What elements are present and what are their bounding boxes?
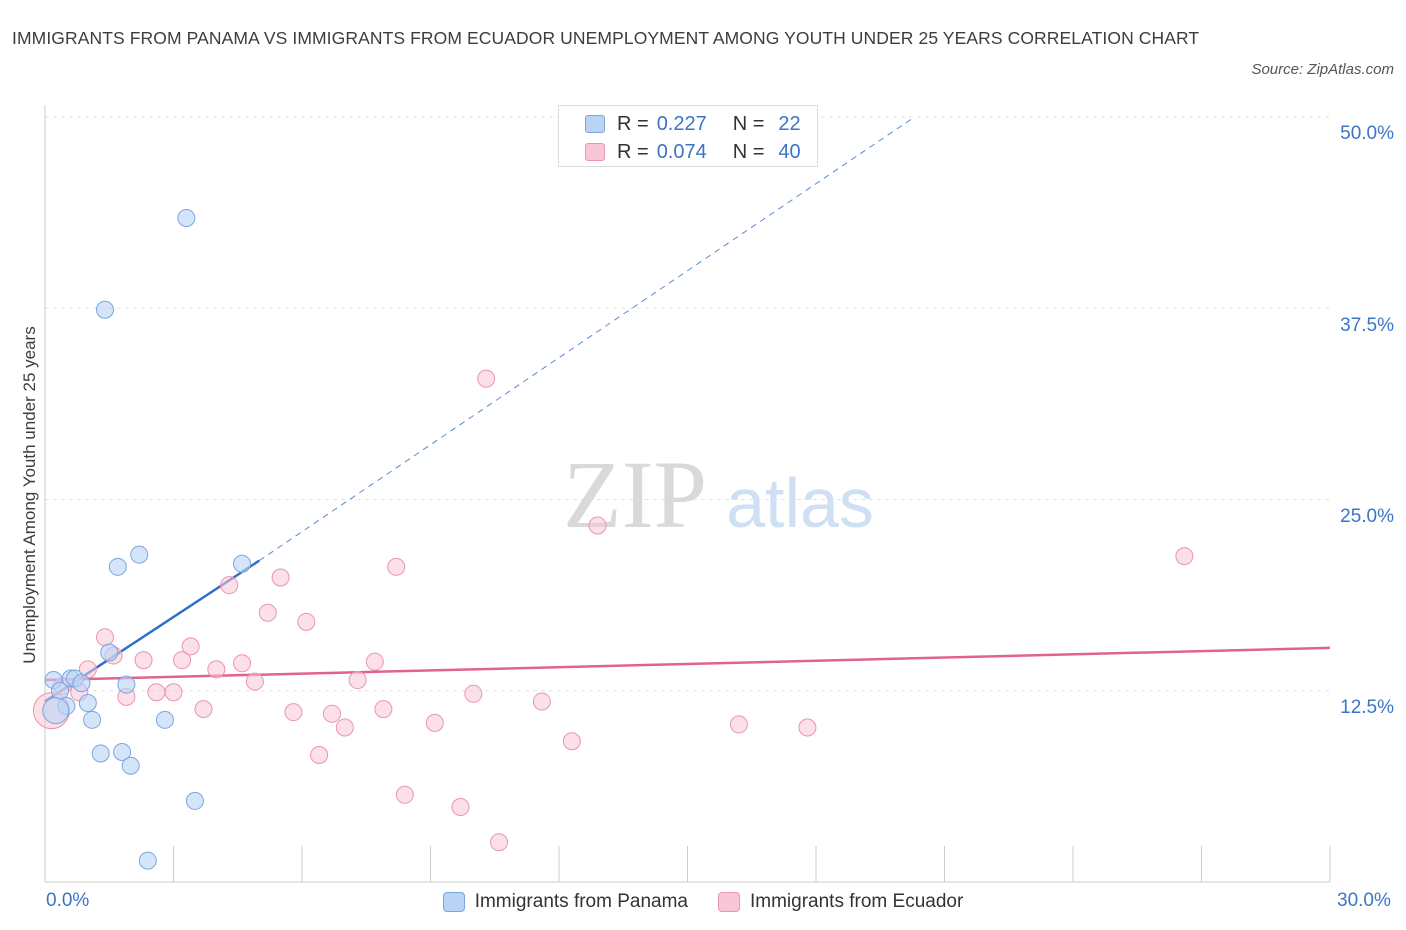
x-tick-min: 0.0% <box>46 890 90 911</box>
ecuador-point-16 <box>258 603 277 622</box>
chart-title: IMMIGRANTS FROM PANAMA VS IMMIGRANTS FRO… <box>12 28 1200 48</box>
panama-point-17 <box>177 208 196 227</box>
panama-point-7 <box>83 710 102 729</box>
panama-legend-swatch <box>442 892 465 912</box>
points-panama <box>42 208 252 870</box>
ecuador-point-19 <box>297 612 316 631</box>
legend-n-label: N = <box>732 112 765 135</box>
ecuador-point-21 <box>322 704 341 723</box>
legend-label-panama: Immigrants from Panama <box>474 891 688 912</box>
panama-point-13 <box>121 756 140 775</box>
ecuador-point-18 <box>284 703 303 722</box>
legend-r-value: 0.074 <box>656 140 707 163</box>
x-tick-max: 30.0% <box>1337 890 1391 911</box>
ecuador-point-12 <box>207 660 226 679</box>
ecuador-point-6 <box>134 651 153 670</box>
ecuador-point-27 <box>395 785 414 804</box>
panama-point-6 <box>78 693 97 712</box>
watermark-zip: ZIP <box>563 441 707 548</box>
panama-point-18 <box>185 791 204 810</box>
ecuador-point-24 <box>365 652 384 671</box>
panama-point-9 <box>100 643 119 662</box>
panama-swatch <box>585 115 605 133</box>
ecuador-point-8 <box>164 683 183 702</box>
ecuador-point-10 <box>181 637 200 656</box>
legend-row-ecuador: R = 0.074 N = 40 <box>585 140 801 164</box>
panama-point-12 <box>117 675 136 694</box>
ecuador-point-3 <box>95 628 114 647</box>
panama-point-5 <box>72 674 91 693</box>
legend-r-label: R = <box>617 112 649 135</box>
stats-legend: R = 0.227 N = 22 R = 0.074 N = 40 <box>558 105 818 167</box>
y-tick-25: 25.0% <box>1340 506 1394 527</box>
ecuador-point-32 <box>490 833 509 852</box>
gridlines <box>45 116 1330 692</box>
legend-item-panama[interactable]: Immigrants from Panama <box>442 891 688 913</box>
ecuador-point-26 <box>387 557 406 576</box>
ecuador-point-15 <box>245 672 264 691</box>
ecuador-point-38 <box>1175 547 1194 566</box>
ecuador-point-29 <box>451 798 470 817</box>
y-axis-label: Unemployment Among Youth under 25 years <box>20 326 39 664</box>
legend-n-value: 22 <box>778 112 801 135</box>
ecuador-point-25 <box>374 700 393 719</box>
ecuador-point-34 <box>562 732 581 751</box>
ecuador-point-14 <box>233 654 252 673</box>
ecuador-point-9 <box>173 651 192 670</box>
panama-point-21 <box>42 697 70 725</box>
panama-point-8 <box>91 744 110 763</box>
ecuador-point-7 <box>147 683 166 702</box>
ecuador-legend-swatch <box>718 892 740 912</box>
watermark-atlas: atlas <box>726 464 874 542</box>
panama-point-16 <box>155 710 174 729</box>
panama-point-10 <box>108 557 127 576</box>
y-tick-50: 50.0% <box>1340 123 1394 144</box>
y-tick-37-5: 37.5% <box>1340 315 1394 336</box>
ecuador-point-33 <box>532 692 551 711</box>
ecuador-point-37 <box>798 718 817 737</box>
panama-point-20 <box>95 300 114 319</box>
ecuador-point-13 <box>220 576 239 595</box>
ecuador-swatch <box>585 143 605 161</box>
source-label: Source: ZipAtlas.com <box>1251 61 1394 78</box>
ecuador-point-36 <box>729 715 748 734</box>
legend-label-ecuador: Immigrants from Ecuador <box>750 891 964 912</box>
ecuador-point-22 <box>335 718 354 737</box>
ecuador-point-31 <box>477 369 496 388</box>
ecuador-point-11 <box>194 700 213 719</box>
legend-n-label: N = <box>732 140 765 163</box>
y-tick-12-5: 12.5% <box>1340 697 1394 718</box>
watermark: ZIP atlas <box>563 441 874 548</box>
panama-point-14 <box>130 545 149 564</box>
panama-point-15 <box>138 851 157 870</box>
legend-n-value: 40 <box>778 140 801 163</box>
legend-r-value: 0.227 <box>656 112 707 135</box>
ecuador-point-23 <box>348 671 367 690</box>
axes <box>44 105 1331 883</box>
panama-point-11 <box>113 742 132 761</box>
ecuador-point-17 <box>271 568 290 587</box>
trend-lines <box>44 116 1331 703</box>
legend-r-label: R = <box>617 140 649 163</box>
panama-point-19 <box>233 554 252 573</box>
legend-item-ecuador[interactable]: Immigrants from Ecuador <box>718 891 963 913</box>
ecuador-point-35 <box>588 516 607 535</box>
ecuador-point-28 <box>425 713 444 732</box>
ecuador-point-20 <box>310 746 329 765</box>
legend-row-panama: R = 0.227 N = 22 <box>585 112 801 136</box>
series-legend: Immigrants from Panama Immigrants from E… <box>0 888 1406 916</box>
ecuador-point-30 <box>464 684 483 703</box>
